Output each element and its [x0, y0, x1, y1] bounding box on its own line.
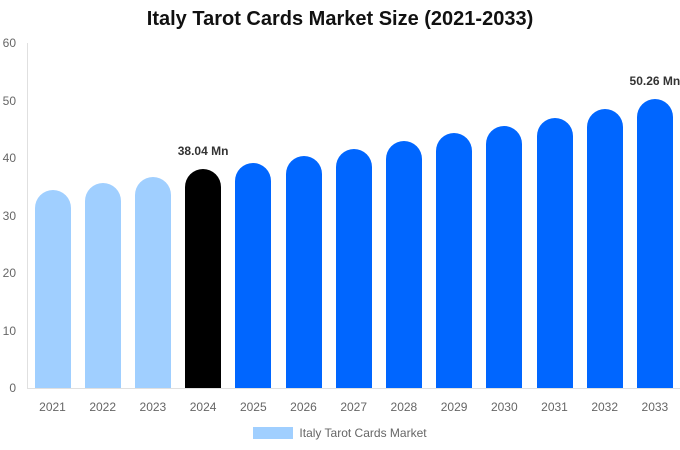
legend[interactable]: Italy Tarot Cards Market — [0, 426, 680, 440]
x-tick-label: 2022 — [89, 400, 117, 414]
legend-swatch — [253, 427, 294, 439]
x-tick-label: 2031 — [541, 400, 568, 414]
x-tick-label: 2028 — [390, 400, 418, 414]
y-tick-label: 30 — [2, 208, 16, 223]
bar-2022[interactable] — [84, 183, 121, 388]
bar-2033[interactable] — [636, 99, 673, 388]
y-tick-label: 50 — [2, 93, 16, 108]
chart-title: Italy Tarot Cards Market Size (2021-2033… — [146, 8, 534, 30]
y-tick-label: 60 — [2, 36, 16, 50]
bar-2028[interactable] — [385, 141, 422, 388]
y-axis-line — [27, 43, 28, 389]
bar-2029[interactable] — [436, 133, 473, 388]
x-tick-label: 2032 — [591, 400, 619, 414]
y-tick-label: 0 — [9, 381, 16, 395]
bar-2026[interactable] — [285, 156, 322, 388]
data-label-2033: 50.26 Mn — [629, 74, 680, 88]
y-tick-label: 10 — [2, 323, 16, 338]
bar-2027[interactable] — [335, 148, 372, 388]
bar-2023[interactable] — [134, 176, 171, 388]
y-tick-label: 40 — [2, 151, 16, 165]
bar-2025[interactable] — [235, 163, 272, 388]
x-tick-label: 2027 — [340, 400, 368, 414]
x-tick-label: 2023 — [139, 400, 167, 414]
legend-label: Italy Tarot Cards Market — [299, 426, 427, 440]
x-tick-label: 2033 — [641, 400, 669, 414]
bar-2021[interactable] — [34, 190, 71, 388]
x-axis-line — [27, 388, 680, 389]
bar-2031[interactable] — [536, 117, 573, 388]
x-tick-label: 2026 — [290, 400, 317, 414]
bar-2030[interactable] — [486, 125, 523, 388]
data-label-2024: 38.04 Mn — [177, 144, 229, 159]
bar-2024[interactable] — [185, 169, 222, 388]
x-tick-label: 2030 — [490, 400, 518, 414]
x-tick-label: 2029 — [440, 400, 468, 414]
bar-2032[interactable] — [586, 108, 623, 388]
x-tick-label: 2025 — [239, 400, 267, 414]
y-tick-label: 20 — [2, 266, 16, 280]
x-tick-label: 2024 — [189, 400, 217, 414]
x-tick-label: 2021 — [39, 400, 66, 414]
